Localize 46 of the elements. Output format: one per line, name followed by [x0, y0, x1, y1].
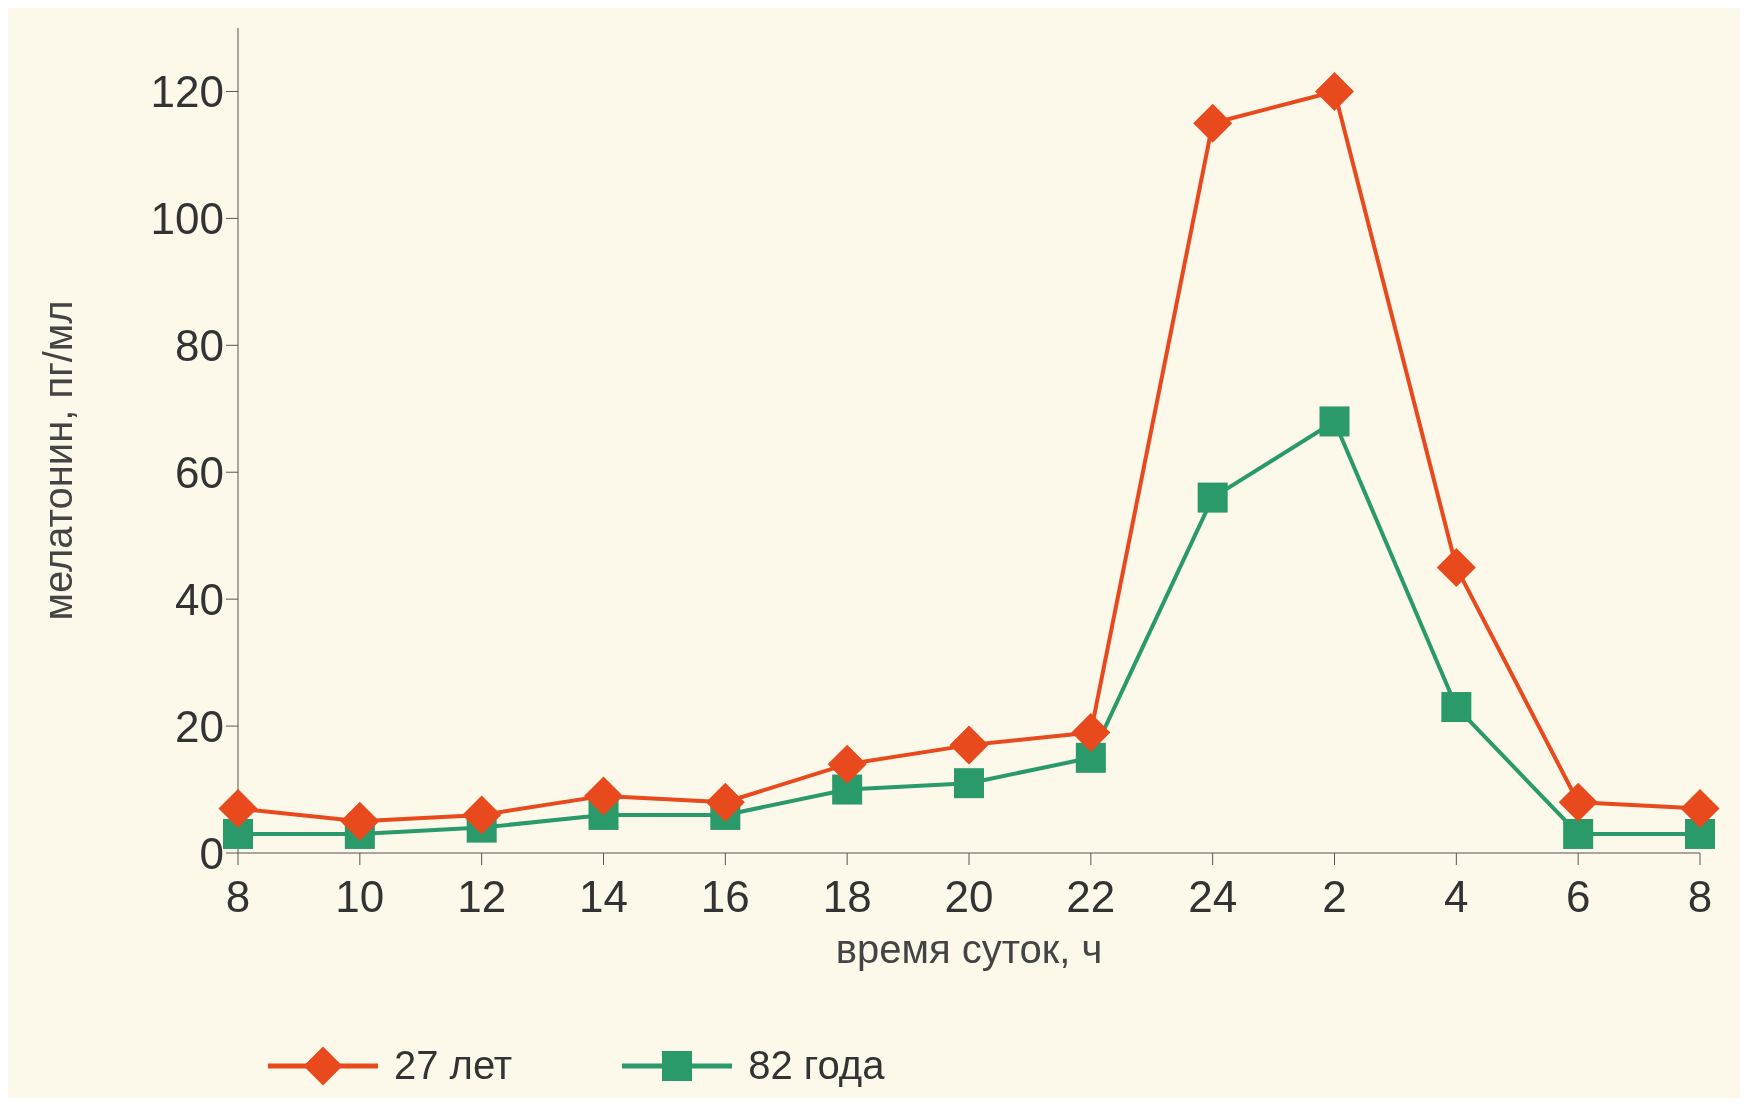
- point: [462, 795, 502, 835]
- point: [1193, 103, 1233, 143]
- legend-label: 82 года: [748, 1043, 885, 1088]
- y-tick-label: 100: [150, 194, 224, 243]
- y-axis-title: мелатонин, пг/мл: [36, 300, 81, 621]
- x-tick-label: 12: [457, 872, 507, 922]
- point: [340, 801, 380, 841]
- legend-label: 27 лет: [394, 1043, 513, 1088]
- point: [1685, 818, 1715, 849]
- x-tick-label: 2: [1322, 872, 1347, 922]
- x-tick-label: 10: [335, 872, 385, 922]
- point: [1319, 406, 1350, 437]
- x-tick-label: 18: [822, 872, 872, 922]
- point: [949, 725, 989, 765]
- x-tick-label: 24: [1188, 872, 1238, 922]
- point: [1071, 712, 1111, 752]
- point: [954, 768, 984, 799]
- x-tick-label: 4: [1444, 872, 1469, 922]
- point: [1558, 782, 1598, 822]
- point: [832, 774, 863, 805]
- point: [1563, 818, 1594, 849]
- y-tick-label: 80: [175, 320, 224, 370]
- x-tick-label: 22: [1066, 872, 1116, 922]
- y-tick-label: 20: [175, 701, 224, 751]
- y-tick-label: 120: [150, 67, 224, 117]
- x-tick-label: 6: [1565, 872, 1591, 922]
- point: [1680, 789, 1720, 829]
- x-tick-label: 20: [944, 872, 994, 922]
- point: [1436, 547, 1476, 587]
- x-tick-label: 16: [700, 872, 750, 922]
- point: [1441, 692, 1472, 723]
- point: [705, 782, 745, 822]
- point: [1075, 742, 1106, 773]
- x-axis-title: время суток, ч: [835, 927, 1103, 971]
- point: [827, 744, 867, 784]
- point: [223, 818, 253, 849]
- x-tick-label: 8: [1687, 872, 1713, 922]
- x-tick-label: 14: [579, 872, 628, 922]
- point: [1197, 482, 1228, 513]
- y-tick-label: 40: [175, 574, 224, 624]
- point: [1315, 71, 1354, 111]
- x-tick-label: 8: [225, 872, 251, 922]
- point: [218, 789, 258, 829]
- y-tick-label: 60: [175, 447, 224, 497]
- point: [584, 776, 623, 816]
- y-tick-label: 0: [199, 828, 224, 878]
